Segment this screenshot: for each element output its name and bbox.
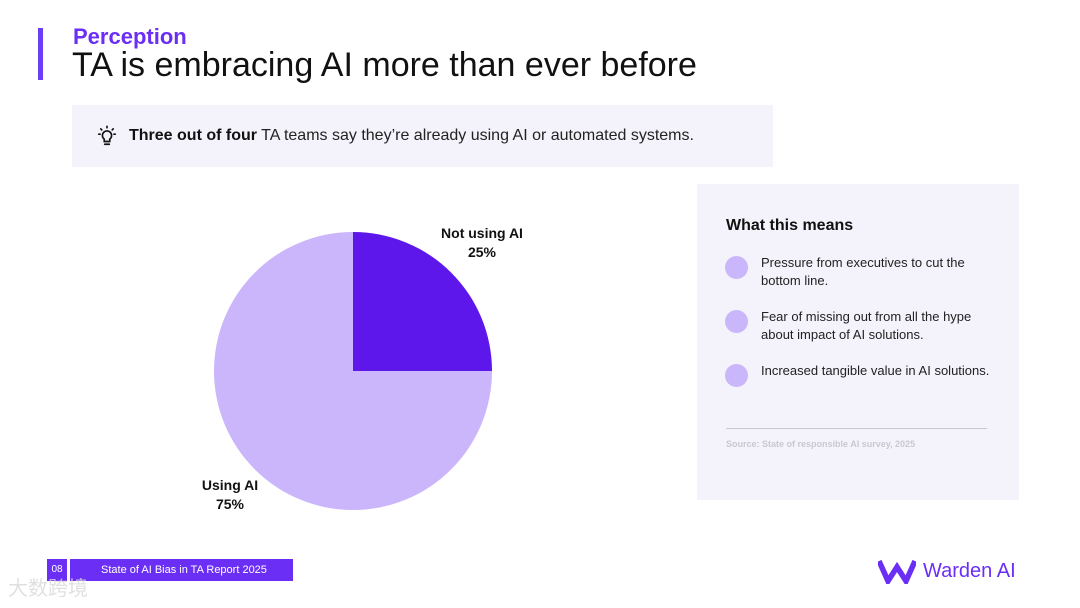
callout-rest: TA teams say they’re already using AI or…	[256, 127, 694, 144]
page-number: 08	[47, 559, 67, 581]
slice-value-label: 75%	[216, 496, 245, 512]
section-kicker: Perception	[73, 24, 187, 49]
slice-label: Using AI	[202, 477, 258, 493]
panel-item-text: Fear of missing out from all the hype ab…	[761, 309, 972, 342]
slice-label: Not using AI	[441, 225, 523, 241]
panel-item-text: Increased tangible value in AI solutions…	[761, 363, 990, 378]
pie-slice-using-ai	[214, 232, 492, 510]
pie-slice-not-using-ai	[353, 232, 492, 371]
bullet-dot	[725, 310, 748, 333]
lightbulb-icon	[97, 125, 117, 146]
bullet-dot	[725, 364, 748, 387]
pie-chart: Not using AI 25% Using AI 75%	[150, 200, 600, 540]
key-stat-callout: Three out of four TA teams say they’re a…	[72, 105, 773, 167]
watermark: 大数跨境	[8, 578, 88, 600]
callout-bold: Three out of four	[129, 127, 257, 144]
panel-item-text: Pressure from executives to cut the bott…	[761, 255, 965, 288]
report-title: State of AI Bias in TA Report 2025	[101, 564, 267, 576]
bullet-dot	[725, 256, 748, 279]
source-note: Source: State of responsible AI survey, …	[726, 439, 916, 449]
pie-chart-svg: Not using AI 25% Using AI 75%	[202, 225, 523, 512]
accent-bar	[38, 28, 43, 80]
warden-logo-icon	[878, 559, 916, 584]
callout-text: Three out of four TA teams say they’re a…	[129, 127, 694, 145]
brand-name: Warden AI	[923, 560, 1016, 582]
what-this-means-panel: What this means Pressure from executives…	[697, 184, 1019, 500]
page-title: TA is embracing AI more than ever before	[72, 46, 697, 84]
slice-value-label: 25%	[468, 244, 497, 260]
panel-divider	[726, 428, 987, 429]
panel-heading: What this means	[726, 217, 854, 234]
report-title-badge: State of AI Bias in TA Report 2025	[70, 559, 293, 581]
